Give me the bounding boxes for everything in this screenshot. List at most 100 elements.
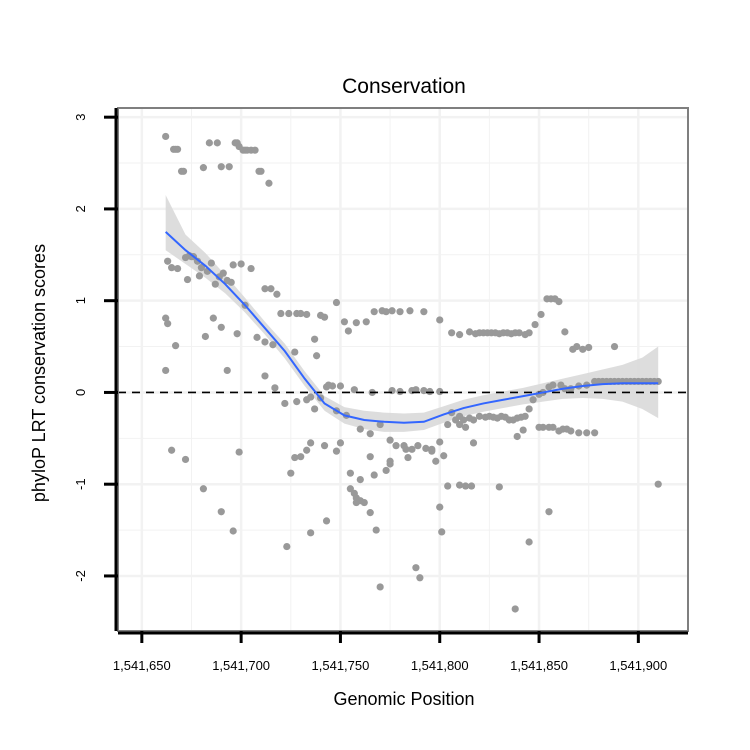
data-point (227, 278, 235, 286)
data-point (352, 319, 360, 327)
x-axis-title: Genomic Position (333, 689, 474, 709)
data-point (408, 445, 416, 453)
data-point (217, 508, 225, 516)
data-point (461, 482, 470, 490)
data-point (297, 309, 305, 318)
data-point (537, 310, 545, 319)
x-tick-label: 1,541,650 (113, 658, 171, 673)
data-point (412, 386, 420, 394)
data-point (525, 538, 533, 546)
data-point (356, 425, 364, 433)
data-point (436, 387, 444, 396)
data-point (386, 436, 394, 444)
x-tick-label: 1,541,800 (411, 658, 469, 673)
data-point (257, 167, 265, 175)
data-point (573, 342, 581, 351)
data-point (173, 145, 182, 153)
data-point (406, 307, 414, 315)
data-point (237, 260, 245, 268)
data-point (352, 498, 360, 507)
data-point (322, 517, 331, 525)
data-point (340, 318, 349, 326)
loess-fit-line (164, 231, 659, 424)
data-point (555, 298, 563, 306)
data-point (197, 264, 206, 272)
data-point (465, 328, 474, 336)
data-point (261, 285, 269, 293)
data-point (583, 429, 591, 437)
data-point (320, 313, 329, 321)
data-point (181, 455, 190, 464)
data-point (332, 447, 341, 455)
data-point (549, 381, 557, 389)
data-point (303, 396, 311, 404)
data-point (223, 366, 231, 375)
data-point (654, 480, 662, 488)
data-point (168, 446, 176, 454)
data-point (436, 316, 444, 324)
data-point (513, 432, 521, 441)
data-point (545, 508, 553, 516)
data-point (199, 485, 208, 493)
data-point (521, 412, 529, 420)
data-point (475, 412, 484, 420)
data-point (412, 564, 420, 572)
data-point (444, 482, 452, 490)
data-point (291, 453, 299, 462)
data-point (171, 342, 180, 350)
data-point (229, 527, 237, 535)
data-point (179, 167, 188, 175)
chart-title: Conservation (342, 75, 466, 98)
data-point (402, 445, 410, 453)
data-point (162, 314, 170, 322)
data-point (277, 309, 285, 318)
x-tick-label: 1,541,900 (609, 658, 667, 673)
data-point (370, 308, 378, 316)
data-point (291, 348, 299, 356)
data-point (164, 320, 172, 328)
y-axis-title: phyloP LRT conservation scores (29, 244, 49, 502)
data-point (229, 261, 237, 269)
data-point (225, 163, 233, 171)
data-point (396, 308, 404, 316)
data-point (311, 405, 319, 413)
data-point (162, 132, 170, 141)
data-point (525, 405, 533, 413)
data-point (469, 416, 478, 424)
data-point (201, 332, 209, 341)
data-point (287, 469, 295, 477)
data-point (420, 387, 428, 395)
data-point (346, 469, 354, 477)
data-point (420, 308, 428, 316)
data-point (366, 430, 374, 438)
data-point (336, 382, 345, 390)
data-point (173, 264, 182, 273)
data-point (336, 439, 345, 447)
data-point (591, 429, 599, 437)
data-point (283, 542, 291, 551)
data-point (467, 482, 476, 490)
data-point (366, 509, 374, 517)
data-point (281, 399, 289, 408)
panel-border (117, 107, 689, 632)
data-point (386, 457, 394, 465)
data-point (448, 329, 456, 337)
data-point (195, 272, 204, 280)
data-point (199, 164, 208, 172)
data-point (356, 476, 364, 484)
data-point (293, 398, 301, 406)
data-point (370, 471, 378, 479)
y-tick-label: 3 (73, 114, 88, 121)
data-point (438, 528, 446, 536)
y-tick-label: 2 (73, 205, 88, 212)
data-point (269, 341, 277, 349)
data-point (213, 139, 221, 147)
data-point (428, 447, 436, 455)
data-point (360, 498, 368, 507)
data-point (456, 481, 464, 489)
data-point (265, 179, 273, 187)
data-point (469, 439, 478, 447)
y-tick-label: -1 (73, 478, 88, 490)
data-point (271, 384, 279, 392)
